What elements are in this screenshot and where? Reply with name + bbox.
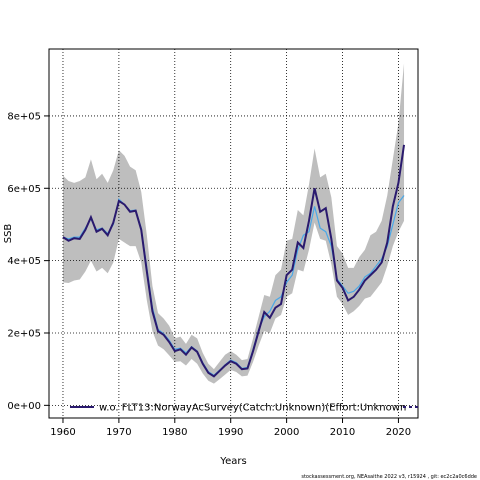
series-layer <box>62 144 406 378</box>
x-axis: 1960 1970 1980 1990 2000 2010 2020 <box>50 418 411 438</box>
footer-note: stockassessment.org, NEAsaithe 2022 v3, … <box>301 474 477 480</box>
legend: w.o. FLT13:NorwayAcSurvey(Catch:Unknown)… <box>70 403 418 414</box>
y-tick-label-1: 2e+05 <box>7 328 41 339</box>
y-tick-label-2: 4e+05 <box>7 256 41 267</box>
y-axis-label: SSB <box>3 224 14 244</box>
confidence-band-layer <box>62 63 405 384</box>
x-tick-label-4: 2000 <box>274 427 299 438</box>
plot-frame <box>48 48 419 419</box>
x-tick-label-0: 1960 <box>50 427 75 438</box>
x-tick-label-1: 1970 <box>106 427 131 438</box>
y-tick-label-0: 0e+00 <box>7 401 41 412</box>
series-line-0 <box>62 144 406 378</box>
x-axis-label: Years <box>219 456 246 467</box>
legend-entry: w.o. FLT13:NorwayAcSurvey(Catch:Unknown)… <box>99 403 406 414</box>
confidence-band <box>62 63 405 384</box>
x-tick-label-3: 1990 <box>218 427 243 438</box>
x-tick-label-2: 1980 <box>162 427 187 438</box>
y-tick-label-4: 8e+05 <box>7 111 41 122</box>
y-tick-label-3: 6e+05 <box>7 184 41 195</box>
x-tick-label-6: 2020 <box>386 427 411 438</box>
x-tick-label-5: 2010 <box>330 427 355 438</box>
y-axis: 0e+00 2e+05 4e+05 6e+05 8e+05 <box>7 111 49 412</box>
